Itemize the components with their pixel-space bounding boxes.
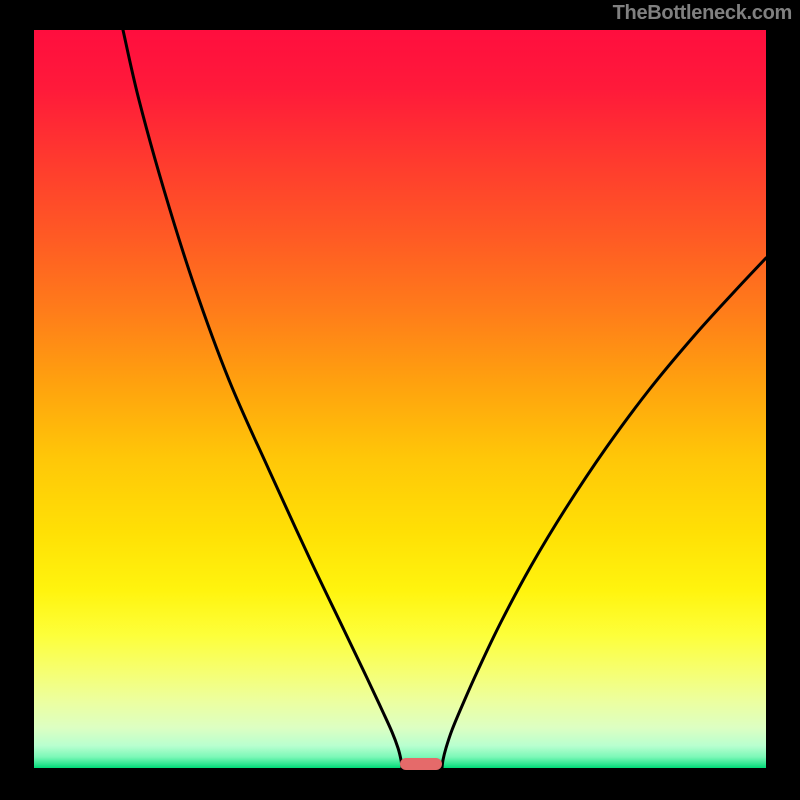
chart-container: TheBottleneck.com [0,0,800,800]
bottleneck-curve [34,30,766,768]
optimal-marker [400,758,442,770]
watermark-text: TheBottleneck.com [613,2,792,25]
plot-area [34,30,766,768]
